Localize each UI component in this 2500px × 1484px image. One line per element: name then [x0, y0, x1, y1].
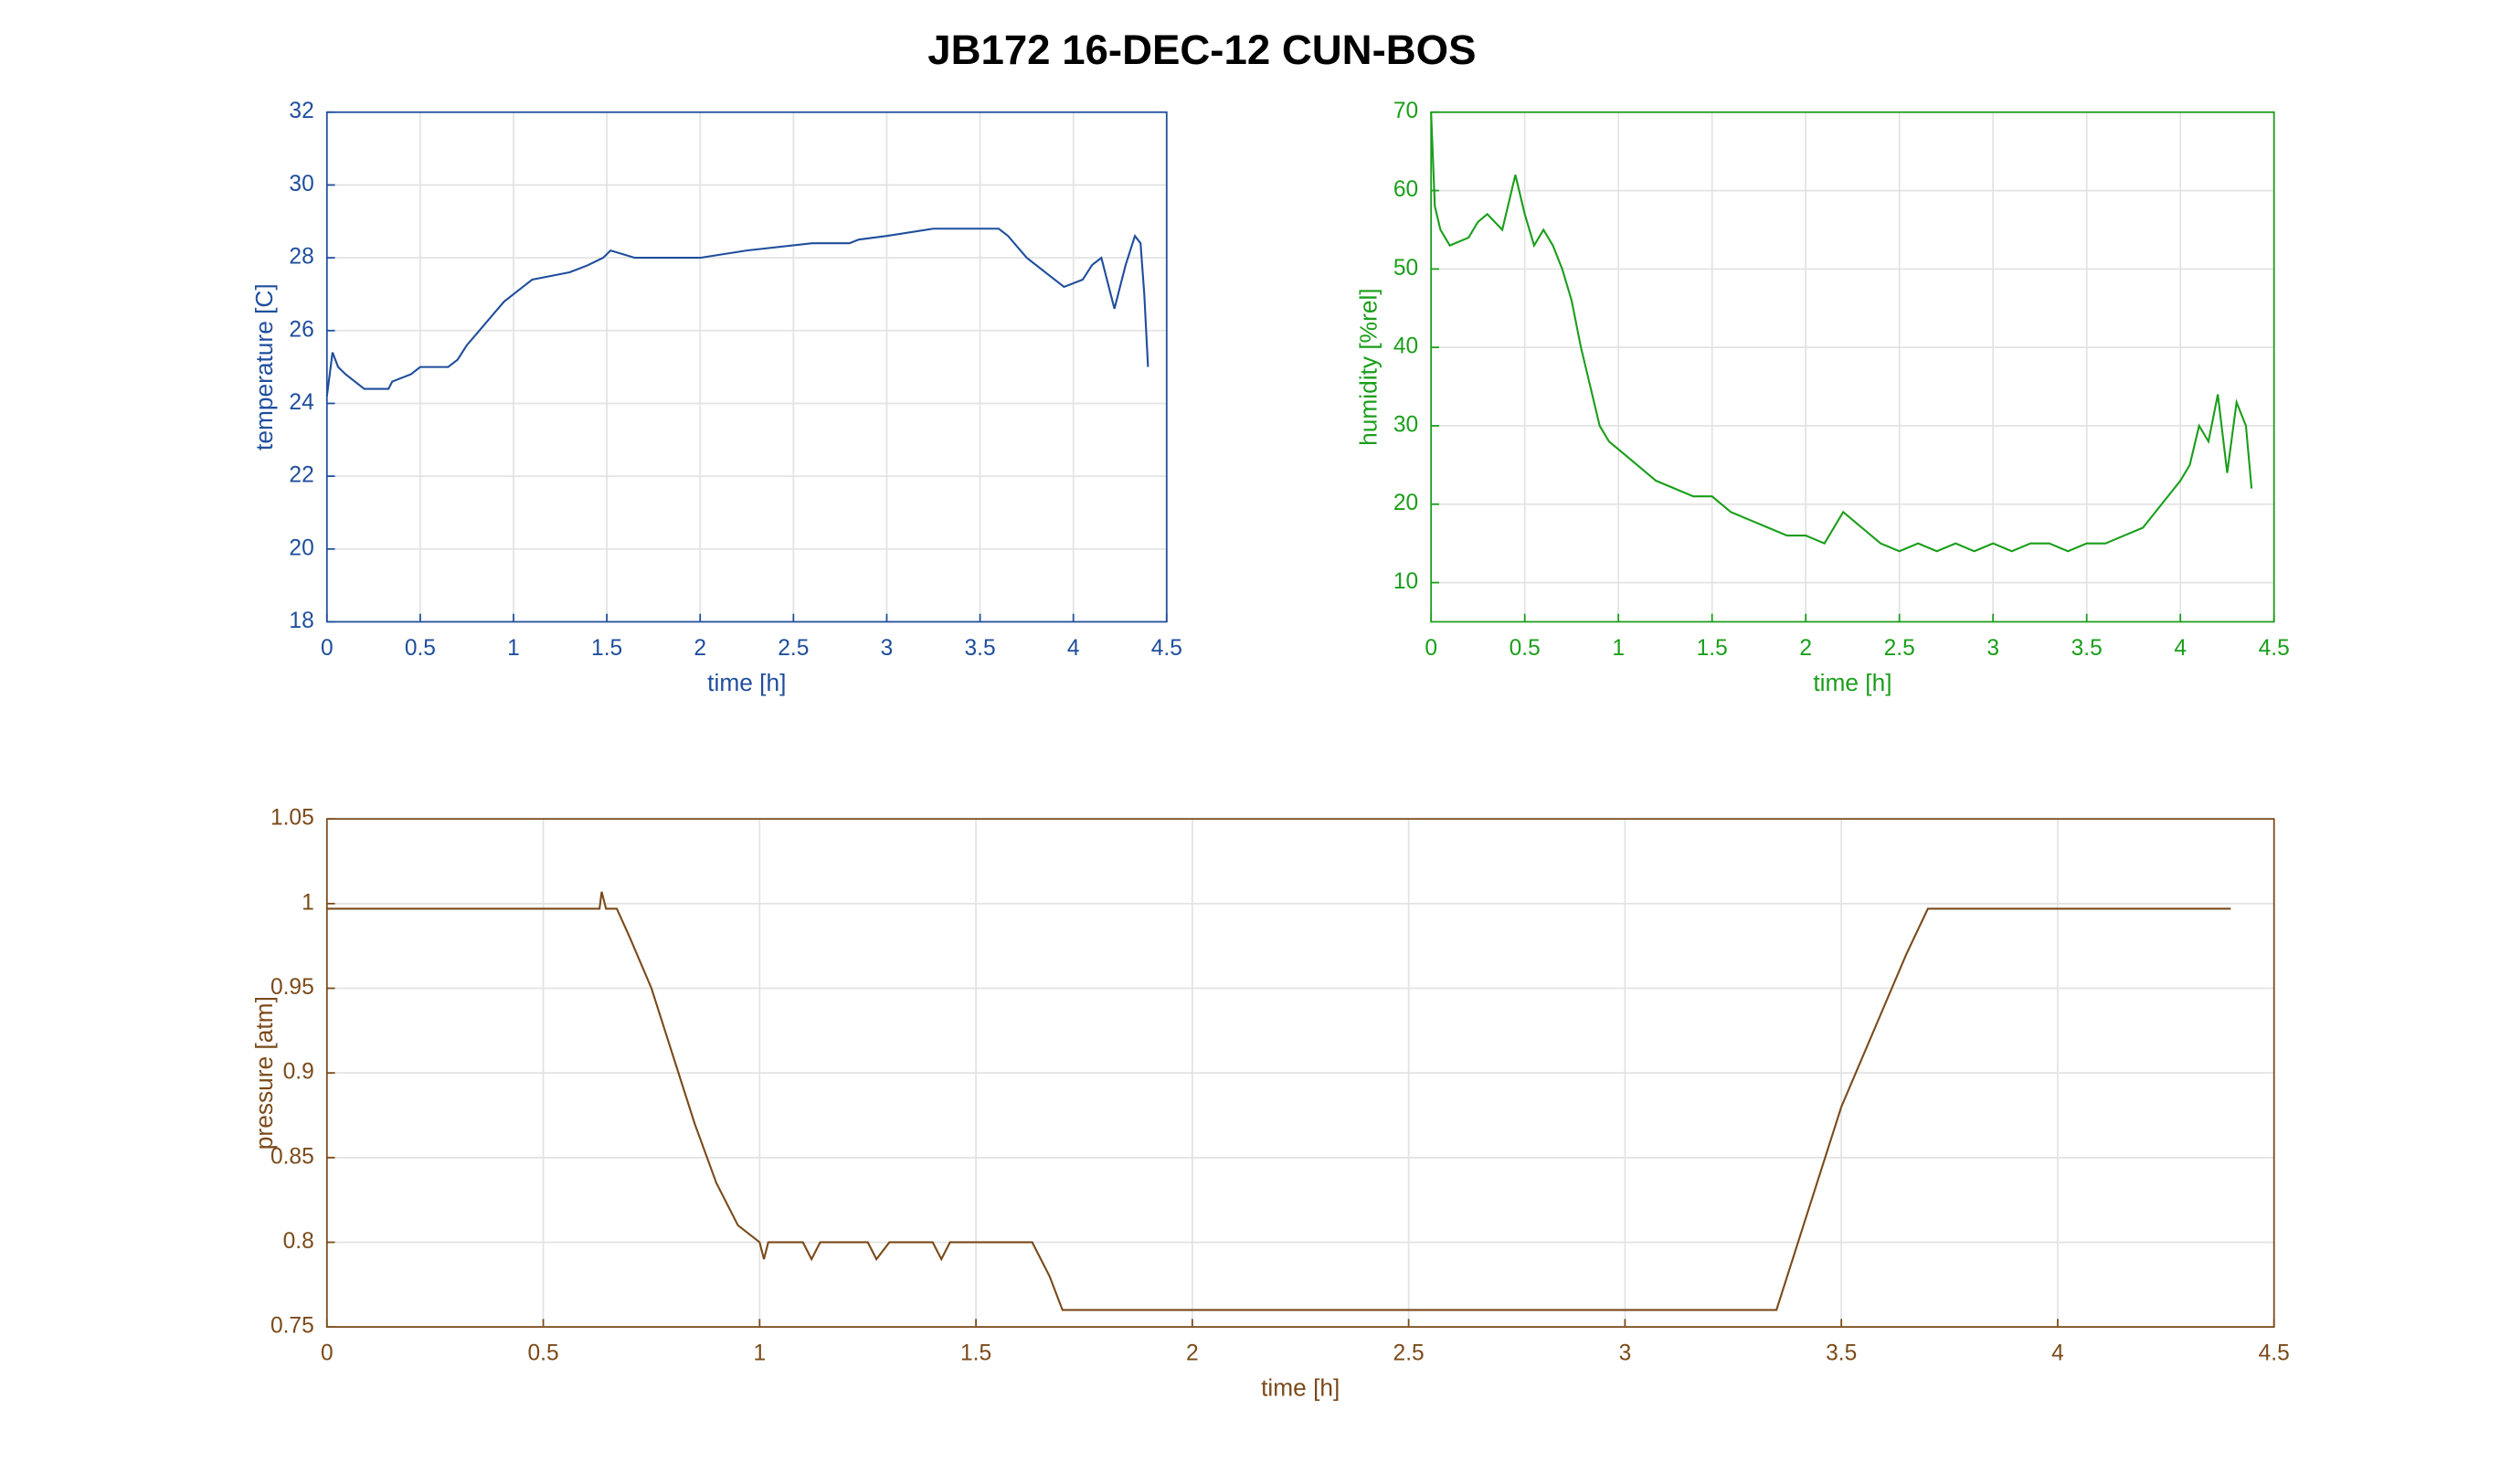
x-tick-label: 4.5	[1151, 636, 1182, 661]
x-tick-label: 2.5	[1884, 636, 1915, 661]
x-tick-label: 2	[1799, 636, 1812, 661]
x-tick-label: 1.5	[960, 1341, 991, 1365]
x-tick-label: 1.5	[1697, 636, 1728, 661]
axes-box	[325, 111, 1168, 623]
y-tick-label: 32	[289, 99, 313, 123]
y-tick-label: 22	[289, 463, 313, 488]
y-tick-label: 30	[1393, 412, 1418, 437]
x-tick-label: 3	[1986, 636, 1999, 661]
y-axis-label: temperature [C]	[250, 283, 278, 450]
x-tick-label: 2.5	[778, 636, 809, 661]
y-tick-label: 28	[289, 245, 313, 270]
x-tick-label: 0	[321, 636, 334, 661]
y-axis-label: pressure [atm]	[250, 996, 278, 1150]
x-tick-label: 0.5	[405, 636, 436, 661]
x-tick-label: 0	[1425, 636, 1437, 661]
y-tick-label: 0.85	[270, 1144, 314, 1169]
x-tick-label: 2.5	[1393, 1341, 1425, 1365]
data-line	[325, 228, 1149, 397]
y-tick-label: 26	[289, 317, 313, 342]
y-tick-label: 10	[1393, 569, 1418, 594]
y-tick-label: 50	[1393, 256, 1418, 281]
data-line	[1430, 111, 2253, 553]
x-tick-label: 1	[753, 1341, 766, 1365]
x-tick-label: 3.5	[2071, 636, 2103, 661]
axes-box	[1430, 111, 2275, 623]
y-tick-label: 24	[289, 390, 313, 415]
x-axis-label: time [h]	[1813, 669, 1891, 696]
x-tick-label: 1	[507, 636, 520, 661]
y-tick-label: 40	[1393, 334, 1418, 359]
x-tick-label: 0.5	[527, 1341, 558, 1365]
x-tick-label: 4	[2174, 636, 2187, 661]
y-tick-label: 0.75	[270, 1314, 314, 1339]
x-tick-label: 3.5	[1826, 1341, 1857, 1365]
y-tick-label: 30	[289, 172, 313, 196]
x-tick-label: 4.5	[2259, 1341, 2290, 1365]
y-axis-label: humidity [%rel]	[1354, 288, 1382, 445]
x-tick-label: 3	[1619, 1341, 1632, 1365]
x-tick-label: 4.5	[2259, 636, 2290, 661]
x-tick-label: 1	[1612, 636, 1625, 661]
y-tick-label: 1	[302, 890, 314, 915]
x-tick-label: 3	[881, 636, 894, 661]
x-tick-label: 3.5	[965, 636, 996, 661]
y-tick-label: 20	[289, 535, 313, 560]
y-tick-label: 20	[1393, 491, 1418, 515]
y-tick-label: 0.95	[270, 975, 314, 1000]
x-tick-label: 4	[2051, 1341, 2064, 1365]
x-tick-label: 0.5	[1510, 636, 1541, 661]
y-tick-label: 1.05	[270, 806, 314, 831]
data-line	[326, 891, 2231, 1311]
y-tick-label: 18	[289, 609, 313, 633]
x-axis-label: time [h]	[1261, 1373, 1340, 1401]
y-tick-label: 70	[1393, 99, 1418, 123]
x-tick-label: 0	[321, 1341, 334, 1365]
x-tick-label: 2	[694, 636, 706, 661]
x-tick-label: 1.5	[591, 636, 622, 661]
y-tick-label: 60	[1393, 177, 1418, 202]
x-tick-label: 4	[1067, 636, 1080, 661]
y-tick-label: 0.8	[283, 1229, 314, 1254]
figure-title: JB172 16-DEC-12 CUN-BOS	[927, 26, 1476, 73]
y-tick-label: 0.9	[283, 1060, 314, 1085]
x-axis-label: time [h]	[707, 669, 786, 696]
axes-box	[325, 818, 2275, 1329]
x-tick-label: 2	[1186, 1341, 1199, 1365]
